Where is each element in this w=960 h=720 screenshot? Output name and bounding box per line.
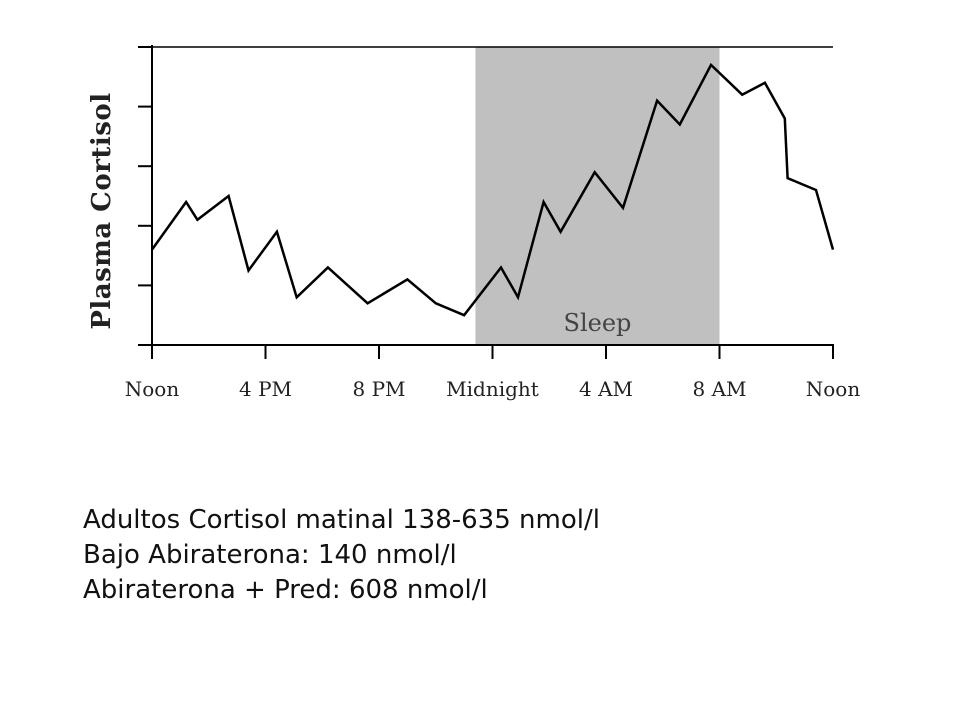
notes-block: Adultos Cortisol matinal 138-635 nmol/l … [83,503,600,608]
x-tick-label: Noon [125,377,180,401]
note-line-adult-range: Adultos Cortisol matinal 138-635 nmol/l [83,505,600,535]
y-ticks [138,46,151,346]
x-tick-label: Noon [806,377,861,401]
note-line-abiraterone: Bajo Abiraterona: 140 nmol/l [83,540,457,570]
x-tick-label: Midnight [446,377,539,401]
cortisol-series-line [150,62,835,317]
x-tick-label: 8 PM [352,377,405,401]
sleep-band [475,47,720,345]
x-tick-label: 4 AM [579,377,633,401]
sleep-band-label: Sleep [564,309,632,337]
x-tick-labels: Noon 4 PM 8 PM Midnight 4 AM 8 AM Noon [125,377,861,401]
x-tick-label: 8 AM [692,377,746,401]
y-axis-label: Plasma Cortisol [87,92,117,329]
x-tick-label: 4 PM [239,377,292,401]
x-ticks [151,345,834,359]
note-line-abiraterone-pred: Abiraterona + Pred: 608 nmol/l [83,575,488,605]
cortisol-chart: Sleep Noon 4 PM 8 PM Midnight 4 AM 8 AM Noon P… [87,45,861,401]
